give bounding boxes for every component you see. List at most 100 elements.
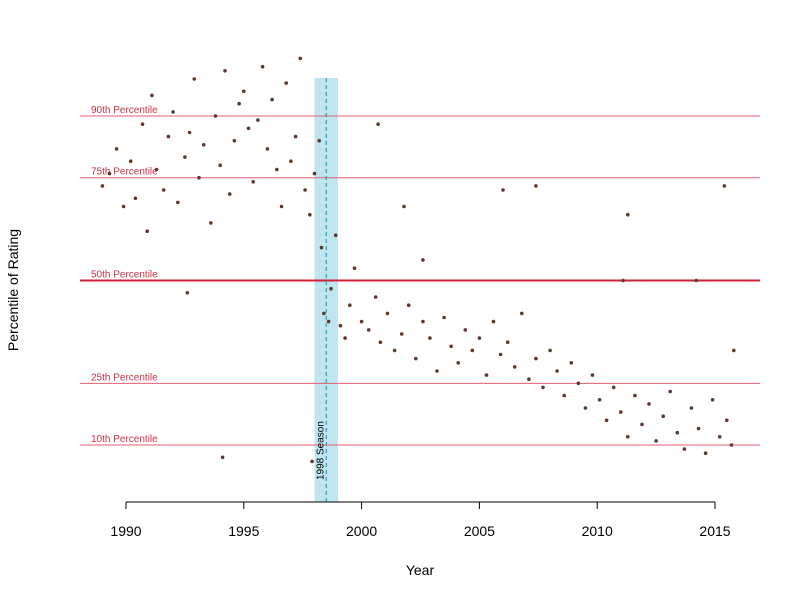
data-point	[512, 365, 517, 369]
data-point	[647, 402, 651, 406]
data-point	[385, 311, 390, 316]
data-point	[265, 147, 270, 151]
data-point	[484, 373, 489, 377]
data-point	[668, 389, 672, 394]
y-axis-label: Percentile of Rating	[5, 229, 21, 351]
data-point	[703, 451, 708, 456]
data-point	[140, 122, 145, 126]
data-point	[428, 336, 432, 340]
data-point	[376, 122, 380, 126]
highlight-label: 1998 Season	[315, 421, 326, 480]
data-points	[100, 56, 736, 464]
data-point	[359, 319, 364, 324]
data-point	[333, 233, 338, 238]
data-point	[456, 361, 461, 365]
data-point	[619, 410, 623, 414]
data-point	[449, 344, 453, 349]
data-point	[505, 340, 510, 345]
data-point	[710, 398, 715, 402]
data-point	[192, 77, 197, 81]
data-point	[161, 188, 166, 192]
data-point	[185, 291, 190, 295]
data-point	[223, 69, 227, 73]
data-point	[213, 114, 218, 118]
data-point	[399, 332, 404, 336]
reference-label: 75th Percentile	[91, 167, 158, 178]
data-point	[435, 369, 439, 373]
data-point	[373, 295, 378, 299]
data-point	[237, 101, 241, 106]
data-point	[289, 159, 293, 163]
data-point	[310, 459, 314, 464]
x-tick-label: 2015	[699, 523, 730, 539]
data-point	[626, 435, 630, 439]
data-point	[682, 447, 687, 451]
reference-label: 10th Percentile	[91, 434, 158, 445]
data-point	[251, 180, 255, 184]
data-point	[154, 167, 159, 172]
data-point	[326, 319, 331, 324]
data-point	[227, 192, 232, 196]
reference-lines: 90th Percentile 75th Percentile 50th Perce…	[80, 105, 760, 446]
data-point	[611, 385, 616, 390]
data-point	[477, 336, 482, 340]
data-point	[100, 184, 105, 188]
data-point	[569, 361, 574, 365]
data-point	[284, 81, 289, 85]
data-point	[604, 418, 609, 423]
data-point	[343, 336, 347, 340]
data-point	[322, 311, 326, 316]
data-point	[150, 93, 154, 98]
data-point	[128, 159, 133, 163]
data-point	[378, 340, 383, 345]
data-point	[402, 204, 406, 209]
data-point	[197, 175, 201, 180]
data-point	[256, 118, 260, 122]
data-point	[317, 138, 322, 143]
data-point	[145, 229, 149, 233]
data-point	[583, 406, 588, 410]
data-point	[548, 348, 552, 353]
data-point	[392, 348, 397, 353]
data-point	[246, 126, 251, 131]
data-point	[187, 130, 192, 135]
x-tick-label: 1990	[110, 523, 141, 539]
data-point	[732, 348, 736, 353]
reference-label: 25th Percentile	[91, 372, 158, 383]
data-point	[717, 435, 722, 439]
data-point	[654, 439, 658, 443]
data-point	[626, 212, 630, 217]
data-point	[491, 319, 496, 324]
data-point	[121, 204, 126, 209]
data-point	[534, 356, 538, 361]
data-point	[534, 184, 538, 188]
data-point	[661, 414, 665, 419]
reference-label: 50th Percentile	[91, 270, 158, 281]
data-point	[633, 393, 637, 398]
data-point	[303, 188, 307, 192]
data-point	[696, 426, 701, 431]
x-tick-label: 2000	[346, 523, 377, 539]
data-point	[166, 134, 171, 139]
data-point	[722, 184, 727, 188]
data-point	[498, 352, 503, 357]
data-point	[312, 171, 317, 176]
data-point	[352, 266, 357, 271]
data-point	[541, 385, 545, 390]
data-point	[218, 163, 222, 168]
data-point	[640, 422, 644, 427]
data-point	[270, 97, 274, 102]
data-point	[308, 212, 312, 217]
data-point	[319, 245, 324, 250]
x-axis-label: Year	[406, 562, 435, 578]
data-point	[470, 348, 475, 353]
x-axis-ticks: 1990 1995 2000 2005 2010 2015	[110, 502, 731, 539]
data-point	[329, 286, 333, 291]
data-point	[463, 328, 468, 332]
data-point	[414, 356, 418, 361]
data-point	[562, 393, 566, 398]
data-point	[501, 188, 505, 192]
data-point	[183, 155, 187, 159]
data-point	[576, 381, 581, 386]
